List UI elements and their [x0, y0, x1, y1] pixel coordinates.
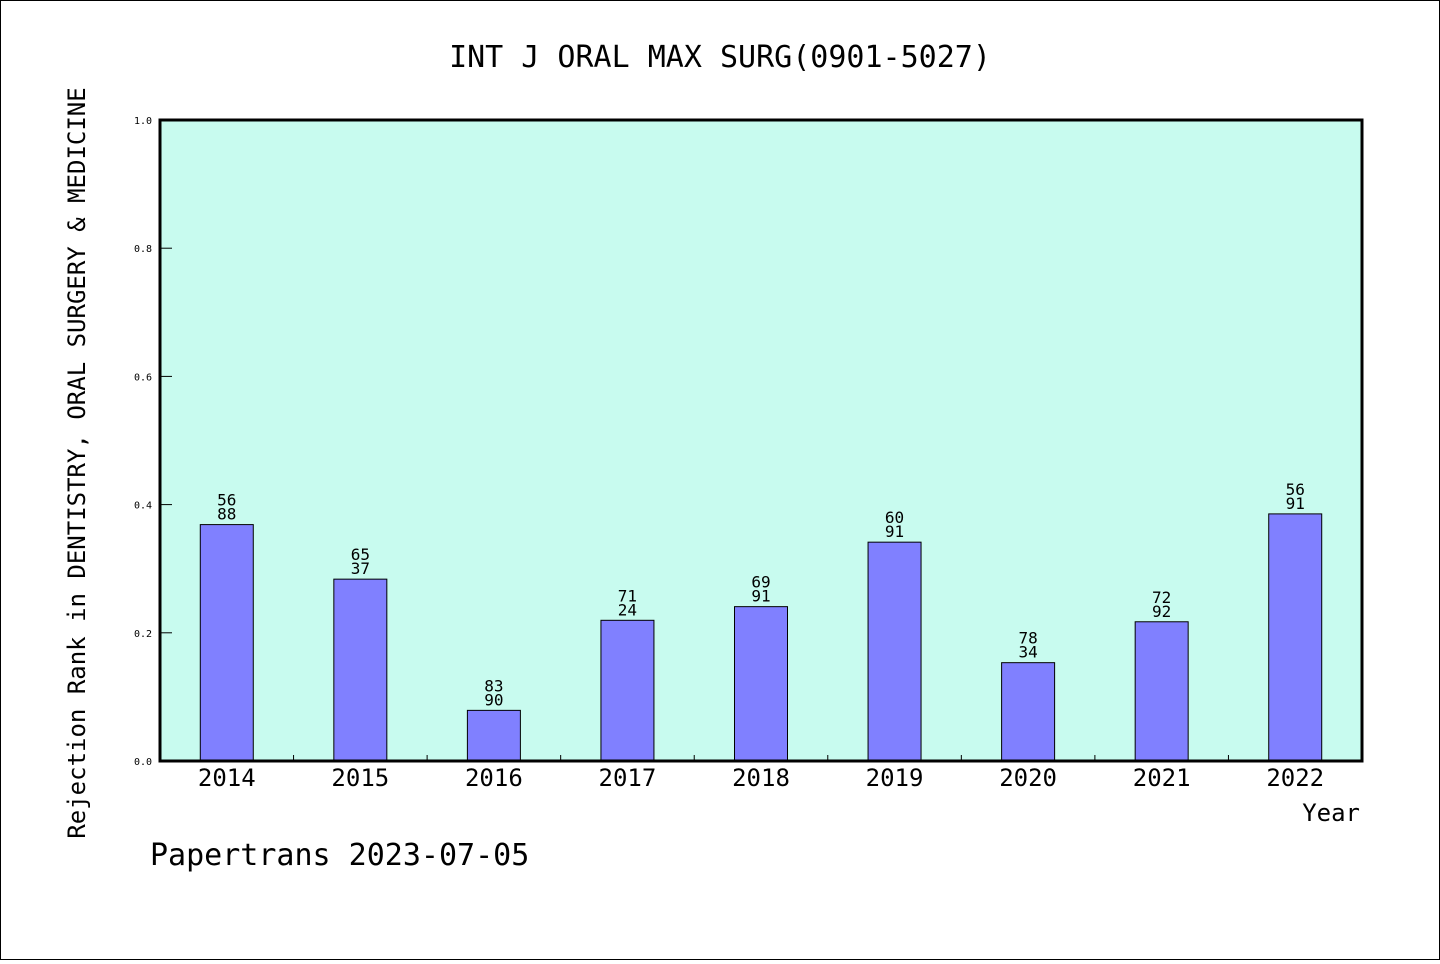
x-tick-label: 2019: [866, 764, 924, 792]
x-tick-label: 2015: [331, 764, 389, 792]
bar-label-bottom: 92: [1152, 602, 1171, 621]
x-tick-label: 2020: [999, 764, 1057, 792]
footer-credit: Papertrans 2023-07-05: [150, 838, 529, 873]
bar-label-top: 65: [351, 545, 370, 564]
y-axis-label: Rejection Rank in DENTISTRY, ORAL SURGER…: [63, 87, 91, 838]
bar: [466, 709, 521, 762]
bar-label-bottom: 91: [751, 587, 770, 606]
bar-label-top: 83: [484, 676, 503, 695]
bar: [333, 578, 388, 762]
bar: [199, 524, 254, 762]
bar: [1268, 513, 1323, 762]
bar: [600, 619, 655, 762]
bar: [1134, 621, 1189, 762]
bar-label-top: 78: [1018, 629, 1037, 648]
y-tick-label: 0.2: [134, 629, 152, 640]
x-tick-label: 2014: [198, 764, 256, 792]
bar-label-bottom: 90: [484, 690, 503, 709]
bar-label-bottom: 34: [1018, 643, 1037, 662]
x-tick-label: 2016: [465, 764, 523, 792]
bar-label-bottom: 24: [618, 600, 637, 619]
x-tick-label: 2021: [1133, 764, 1191, 792]
bar-label-top: 69: [751, 573, 770, 592]
x-tick-label: 2017: [599, 764, 657, 792]
bar-label-bottom: 91: [885, 522, 904, 541]
y-tick-label: 0.6: [134, 372, 152, 383]
bar-label-top: 72: [1152, 588, 1171, 607]
x-tick-label: 2022: [1266, 764, 1324, 792]
bar-label-top: 56: [217, 491, 236, 510]
y-tick-label: 0.4: [134, 501, 152, 512]
chart-title: INT J ORAL MAX SURG(0901-5027): [449, 40, 991, 75]
bar: [867, 541, 922, 762]
bar-label-bottom: 37: [351, 559, 370, 578]
bar-label-top: 56: [1286, 480, 1305, 499]
x-axis-label: Year: [1302, 799, 1360, 827]
bar-label-bottom: 88: [217, 505, 236, 524]
bar-label-bottom: 91: [1286, 494, 1305, 513]
bar: [734, 606, 788, 762]
x-tick-label: 2018: [732, 764, 790, 792]
bar: [1001, 662, 1056, 762]
y-tick-label: 0.8: [134, 244, 152, 255]
bar-label-top: 71: [618, 586, 637, 605]
plot-border: [158, 118, 1364, 763]
x-axis: 2014 2015 2016 2017 2018 2019 2020 2021 2022: [198, 755, 1324, 792]
bar-label-top: 60: [885, 508, 904, 527]
y-tick-label: 1.0: [134, 116, 152, 127]
y-tick-label: 0.0: [134, 757, 152, 768]
